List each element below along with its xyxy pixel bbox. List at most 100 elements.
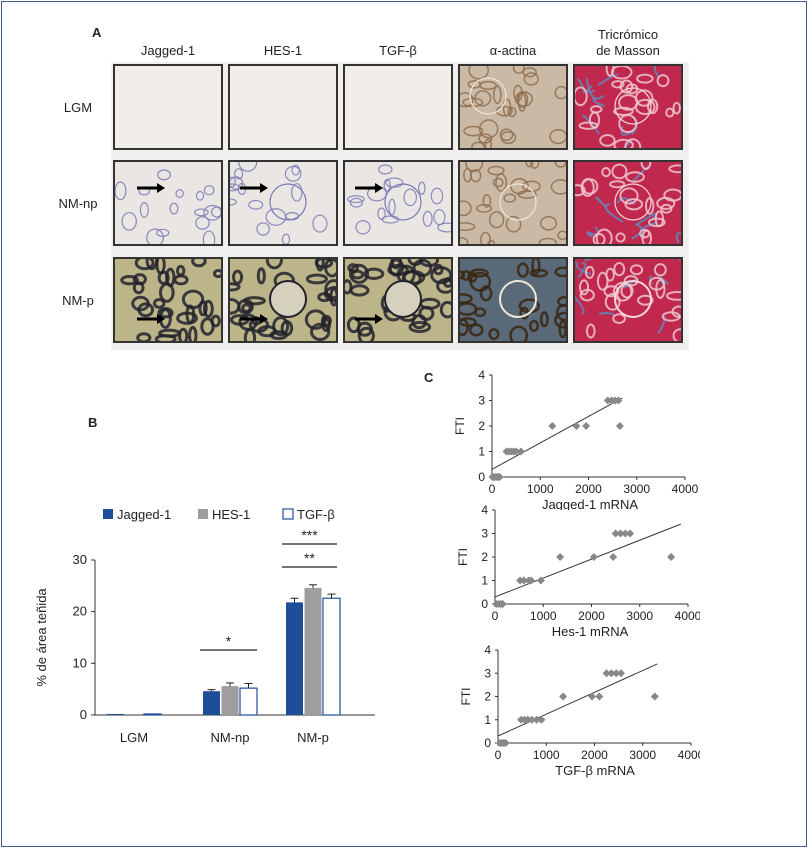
- y-tick-label: 2: [478, 419, 485, 433]
- y-tick-label: 0: [478, 470, 485, 484]
- bar-lgm-hes-1: [125, 713, 143, 715]
- scatter-tgfb: 0 1 2 3 4 0 1000 2000 3000 4000 FTI TGF-β mRNA: [459, 643, 700, 778]
- x-tick-label: 4000: [678, 748, 700, 762]
- significance-marker: ***: [301, 527, 318, 543]
- x-tick-label: 2000: [575, 482, 602, 496]
- x-axis-label: Hes-1 mRNA: [552, 624, 629, 639]
- data-point: [559, 692, 568, 701]
- legend-swatch-hes-1: [198, 509, 208, 519]
- micrograph-nm-p-tricr-mico-de-masson: [573, 257, 683, 343]
- micrograph-nm-p-tgf: [343, 257, 453, 343]
- category-label-nm-np: NM-np: [210, 730, 249, 745]
- row-label-lgm: LGM: [63, 100, 93, 115]
- significance-marker: **: [304, 550, 315, 566]
- panel-c-label: C: [424, 370, 434, 385]
- x-tick-label: 3000: [629, 748, 656, 762]
- bar-nm-np-jagged-1: [203, 691, 220, 715]
- data-point: [612, 669, 621, 678]
- bar-lgm-tgf: [143, 713, 162, 716]
- y-tick-label: 4: [481, 503, 488, 517]
- x-tick-label: 3000: [623, 482, 650, 496]
- row-label-nm-np: NM-np: [58, 196, 98, 211]
- x-tick-label: 0: [489, 482, 496, 496]
- x-tick-label: 0: [492, 609, 499, 623]
- y-tick-label: 1: [478, 445, 485, 459]
- category-label-lgm: LGM: [120, 730, 148, 745]
- data-point: [617, 669, 626, 678]
- micrograph-nm-np-tgf: [343, 160, 453, 246]
- data-point: [501, 739, 510, 747]
- y-tick-label: 20: [73, 604, 87, 619]
- x-tick-label: 3000: [626, 609, 653, 623]
- data-point: [609, 553, 618, 561]
- column-label-line: α-actina: [489, 43, 537, 58]
- bar-nm-p-tgf: [322, 597, 341, 716]
- y-tick-label: 3: [478, 394, 485, 408]
- data-point: [548, 422, 557, 430]
- micrograph-nm-p-jagged-1: [113, 257, 223, 343]
- data-point: [556, 553, 565, 561]
- data-point: [572, 422, 581, 430]
- column-label-tricr-mico-de-masson: Tricrómico de Masson: [573, 27, 683, 59]
- bar-nm-np-hes-1: [221, 686, 239, 715]
- y-tick-label: 0: [484, 736, 491, 750]
- data-point: [626, 529, 635, 538]
- data-point: [519, 576, 528, 585]
- bar-nm-np-tgf: [239, 687, 258, 716]
- column-label-hes-1: HES-1: [228, 43, 338, 59]
- x-tick-label: 2000: [581, 748, 608, 762]
- bar-nm-p-jagged-1: [286, 602, 303, 715]
- column-label-tgf: TGF-β: [343, 43, 453, 59]
- micrograph-lgm-hes-1: [228, 64, 338, 150]
- micrograph-lgm-actina: [458, 64, 568, 150]
- y-tick-label: 4: [478, 368, 485, 382]
- y-tick-label: 2: [484, 690, 491, 704]
- x-tick-label: 0: [495, 748, 502, 762]
- y-tick-label: 30: [73, 552, 87, 567]
- micrograph-nm-np-hes-1: [228, 160, 338, 246]
- panel-b-label: B: [88, 415, 98, 430]
- x-axis-label: Jagged-1 mRNA: [542, 497, 638, 510]
- data-point: [537, 715, 546, 724]
- data-point: [532, 715, 541, 724]
- trend-line: [494, 523, 681, 598]
- significance-marker: *: [226, 633, 232, 649]
- bar-lgm-jagged-1: [107, 713, 124, 715]
- data-point: [621, 529, 630, 538]
- data-point: [582, 422, 591, 430]
- y-tick-label: 1: [481, 574, 488, 588]
- trend-line: [497, 663, 658, 737]
- column-label-jagged-1: Jagged-1: [113, 43, 223, 59]
- data-point: [498, 600, 507, 608]
- x-tick-label: 1000: [530, 609, 557, 623]
- micrograph-nm-np-actina: [458, 160, 568, 246]
- trend-line: [491, 397, 623, 470]
- category-label-nm-p: NM-p: [297, 730, 329, 745]
- micrograph-lgm-tricr-mico-de-masson: [573, 64, 683, 150]
- data-point: [667, 553, 676, 561]
- column-label-line: Jagged-1: [140, 43, 196, 58]
- x-tick-label: 1000: [527, 482, 554, 496]
- micrograph-nm-np-tricr-mico-de-masson: [573, 160, 683, 246]
- y-axis-label: % de área teñida: [34, 588, 49, 687]
- x-tick-label: 1000: [533, 748, 560, 762]
- data-point: [536, 576, 545, 585]
- legend-label-tgf: TGF-β: [297, 507, 335, 522]
- y-tick-label: 2: [481, 550, 488, 564]
- scatter-hes1: 0 1 2 3 4 0 1000 2000 3000 4000 FTI Hes-1 mRNA: [456, 503, 700, 639]
- y-tick-label: 10: [73, 655, 87, 670]
- y-tick-label: 0: [80, 707, 87, 722]
- x-tick-label: 4000: [672, 482, 699, 496]
- x-axis-label: TGF-β mRNA: [555, 763, 635, 778]
- column-label-line: Tricrómico: [597, 27, 659, 42]
- data-point: [602, 669, 611, 678]
- y-tick-label: 1: [484, 713, 491, 727]
- micrograph-lgm-jagged-1: [113, 64, 223, 150]
- legend-label-hes-1: HES-1: [212, 507, 250, 522]
- data-point: [527, 576, 536, 585]
- bar-chart: Jagged-1 HES-1 TGF-β 0 10 20 30 % de área teñid…: [34, 507, 375, 745]
- legend-swatch-tgf: [282, 508, 294, 520]
- x-tick-label: 4000: [675, 609, 700, 623]
- data-point: [616, 529, 625, 538]
